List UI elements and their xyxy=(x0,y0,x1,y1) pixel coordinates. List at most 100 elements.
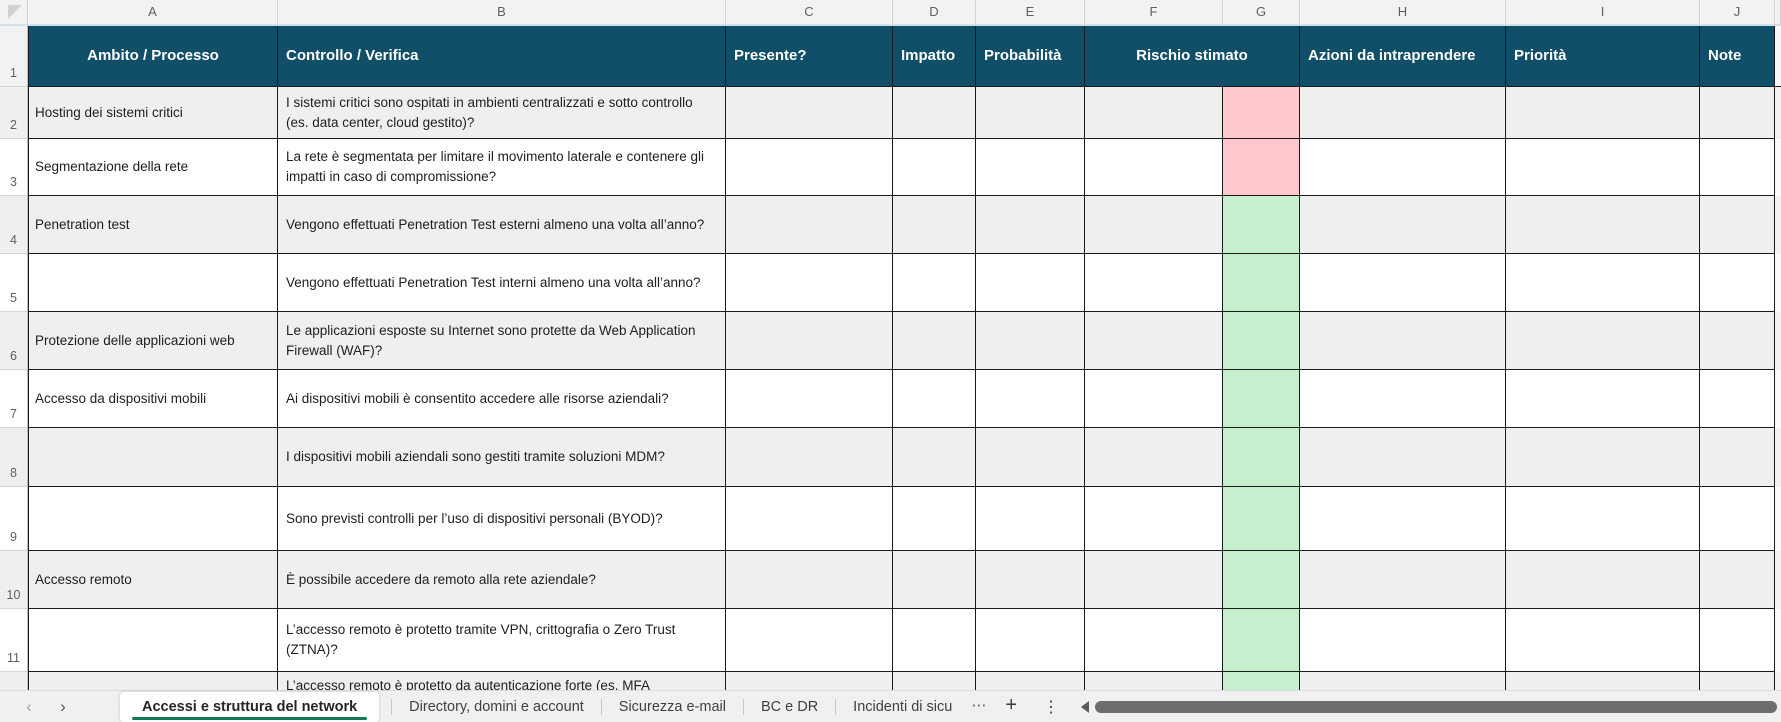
cell-H4[interactable] xyxy=(1300,196,1506,254)
cell-D2[interactable] xyxy=(893,87,976,139)
cell-I3[interactable] xyxy=(1506,139,1700,196)
cell-D4[interactable] xyxy=(893,196,976,254)
row-header-9[interactable]: 9 xyxy=(0,487,28,551)
cell-G5-risk[interactable] xyxy=(1223,254,1300,312)
cell-E1-probabilita-header[interactable]: Probabilità xyxy=(976,26,1085,87)
row-header-4[interactable]: 4 xyxy=(0,196,28,254)
cell-F11[interactable] xyxy=(1085,609,1223,672)
sheet-tab-directory[interactable]: Directory, domini e account xyxy=(409,698,584,715)
column-header-C[interactable]: C xyxy=(726,0,893,26)
cell-I10[interactable] xyxy=(1506,551,1700,609)
row-header-8[interactable]: 8 xyxy=(0,428,28,487)
cell-I4[interactable] xyxy=(1506,196,1700,254)
cell-H11[interactable] xyxy=(1300,609,1506,672)
cell-C6[interactable] xyxy=(726,312,893,370)
cell-D9[interactable] xyxy=(893,487,976,551)
cell-A7[interactable]: Accesso da dispositivi mobili xyxy=(28,370,278,428)
cell-F3[interactable] xyxy=(1085,139,1223,196)
cell-I5[interactable] xyxy=(1506,254,1700,312)
column-header-D[interactable]: D xyxy=(893,0,976,26)
row-header-3[interactable]: 3 xyxy=(0,139,28,196)
cell-I11[interactable] xyxy=(1506,609,1700,672)
sheet-tab-active[interactable]: Accessi e struttura del network xyxy=(120,691,380,722)
cell-G9-risk[interactable] xyxy=(1223,487,1300,551)
hscroll-left-arrow-icon[interactable] xyxy=(1081,700,1089,713)
cell-J3[interactable] xyxy=(1700,139,1775,196)
cell-J9[interactable] xyxy=(1700,487,1775,551)
cell-B11[interactable]: L’accesso remoto è protetto tramite VPN,… xyxy=(278,609,726,672)
cell-C1-presente-header[interactable]: Presente? xyxy=(726,26,893,87)
column-header-B[interactable]: B xyxy=(278,0,726,26)
cell-B2[interactable]: I sistemi critici sono ospitati in ambie… xyxy=(278,87,726,139)
cell-I1-priorita-header[interactable]: Priorità xyxy=(1506,26,1700,87)
all-sheets-menu-icon[interactable]: ⋮ xyxy=(1043,698,1059,716)
cell-A2[interactable]: Hosting dei sistemi critici xyxy=(28,87,278,139)
cell-H9[interactable] xyxy=(1300,487,1506,551)
cell-A8[interactable] xyxy=(28,428,278,487)
column-header-J[interactable]: J xyxy=(1700,0,1775,26)
row-header-12[interactable]: 12 xyxy=(0,672,28,690)
cell-C10[interactable] xyxy=(726,551,893,609)
column-header-E[interactable]: E xyxy=(976,0,1085,26)
cell-H10[interactable] xyxy=(1300,551,1506,609)
cell-C2[interactable] xyxy=(726,87,893,139)
cell-C8[interactable] xyxy=(726,428,893,487)
cell-E3[interactable] xyxy=(976,139,1085,196)
cell-J5[interactable] xyxy=(1700,254,1775,312)
cell-B12[interactable]: L’accesso remoto è protetto da autentica… xyxy=(278,672,726,690)
row-header-10[interactable]: 10 xyxy=(0,551,28,609)
cell-I6[interactable] xyxy=(1506,312,1700,370)
column-header-I[interactable]: I xyxy=(1506,0,1700,26)
cell-G3-risk[interactable] xyxy=(1223,139,1300,196)
sheet-nav-right-icon[interactable]: › xyxy=(60,696,66,716)
cell-B8[interactable]: I dispositivi mobili aziendali sono gest… xyxy=(278,428,726,487)
cell-C5[interactable] xyxy=(726,254,893,312)
cell-F8[interactable] xyxy=(1085,428,1223,487)
cell-J6[interactable] xyxy=(1700,312,1775,370)
cell-J7[interactable] xyxy=(1700,370,1775,428)
cell-H5[interactable] xyxy=(1300,254,1506,312)
cell-C3[interactable] xyxy=(726,139,893,196)
cell-I9[interactable] xyxy=(1506,487,1700,551)
cell-D10[interactable] xyxy=(893,551,976,609)
cell-F6[interactable] xyxy=(1085,312,1223,370)
row-header-11[interactable]: 11 xyxy=(0,609,28,672)
cell-A10[interactable]: Accesso remoto xyxy=(28,551,278,609)
cell-A9[interactable] xyxy=(28,487,278,551)
cell-G6-risk[interactable] xyxy=(1223,312,1300,370)
cell-F12[interactable] xyxy=(1085,672,1223,690)
cell-G7-risk[interactable] xyxy=(1223,370,1300,428)
cell-B9[interactable]: Sono previsti controlli per l’uso di dis… xyxy=(278,487,726,551)
cell-C9[interactable] xyxy=(726,487,893,551)
cell-E7[interactable] xyxy=(976,370,1085,428)
cell-I7[interactable] xyxy=(1506,370,1700,428)
cell-C7[interactable] xyxy=(726,370,893,428)
row-header-6[interactable]: 6 xyxy=(0,312,28,370)
cell-A5[interactable] xyxy=(28,254,278,312)
cell-J11[interactable] xyxy=(1700,609,1775,672)
cell-H3[interactable] xyxy=(1300,139,1506,196)
column-header-A[interactable]: A xyxy=(28,0,278,26)
row-header-2[interactable]: 2 xyxy=(0,87,28,139)
cell-A12[interactable] xyxy=(28,672,278,690)
cell-E10[interactable] xyxy=(976,551,1085,609)
column-header-F[interactable]: F xyxy=(1085,0,1223,26)
cell-C12[interactable] xyxy=(726,672,893,690)
cell-I8[interactable] xyxy=(1506,428,1700,487)
cell-B4[interactable]: Vengono effettuati Penetration Test este… xyxy=(278,196,726,254)
cell-B10[interactable]: È possibile accedere da remoto alla rete… xyxy=(278,551,726,609)
cell-H2[interactable] xyxy=(1300,87,1506,139)
sheet-nav-left-icon[interactable]: ‹ xyxy=(26,696,32,716)
cell-F4[interactable] xyxy=(1085,196,1223,254)
cell-F10[interactable] xyxy=(1085,551,1223,609)
cell-J1-note-header[interactable]: Note xyxy=(1700,26,1775,87)
cell-G12-risk[interactable] xyxy=(1223,672,1300,690)
cell-E8[interactable] xyxy=(976,428,1085,487)
cell-B1-controllo-header[interactable]: Controllo / Verifica xyxy=(278,26,726,87)
cell-J2[interactable] xyxy=(1700,87,1775,139)
cell-F7[interactable] xyxy=(1085,370,1223,428)
cell-D1-impatto-header[interactable]: Impatto xyxy=(893,26,976,87)
cell-C11[interactable] xyxy=(726,609,893,672)
cell-D12[interactable] xyxy=(893,672,976,690)
cell-E11[interactable] xyxy=(976,609,1085,672)
